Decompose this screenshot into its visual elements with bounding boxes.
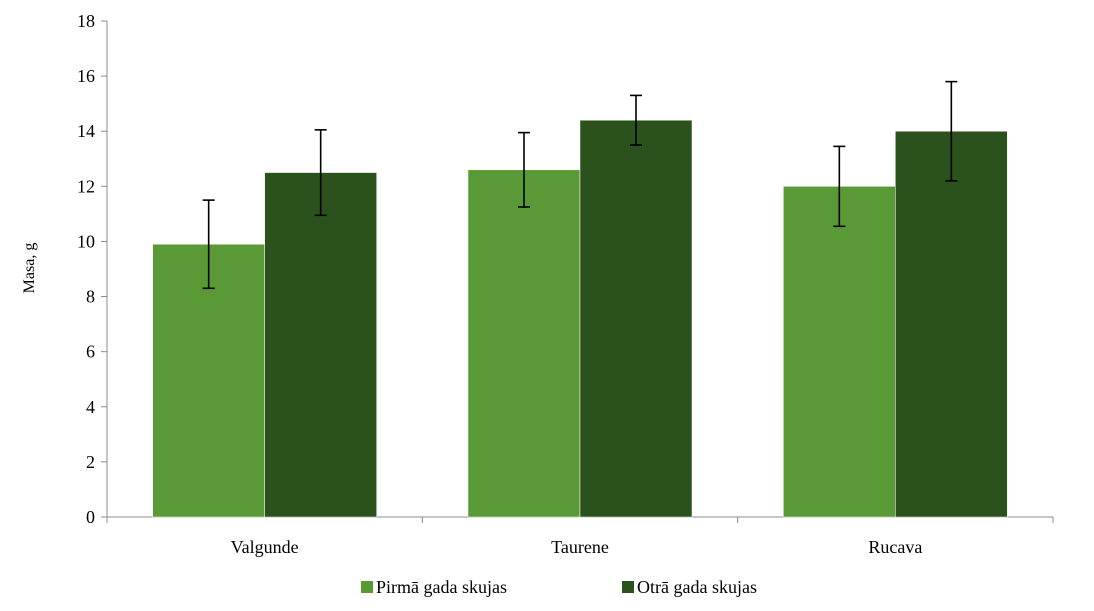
legend-swatch [622,581,634,593]
x-tick-label: Taurene [551,537,609,557]
y-tick-label: 0 [86,507,95,527]
y-tick-label: 4 [86,397,95,417]
y-tick-label: 10 [77,231,95,251]
y-tick-label: 12 [77,176,95,196]
y-tick-label: 14 [77,121,95,141]
y-tick-label: 8 [86,287,95,307]
error-bars [202,80,958,290]
legend-label: Otrā gada skujas [637,577,757,597]
bar [264,172,377,518]
bar [783,186,896,518]
bar [579,119,693,518]
legend-swatch [361,581,373,593]
legend-label: Pirmā gada skujas [376,577,507,597]
bar [467,169,581,518]
legend: Pirmā gada skujas Otrā gada skujas [361,577,757,597]
y-tick-label: 16 [77,66,95,86]
bars [152,119,1008,518]
y-tick-label: 2 [86,452,95,472]
y-axis-title: Masa, g [21,243,38,294]
y-tick-label: 6 [86,342,95,362]
bar [152,243,265,518]
x-tick-label: Valgunde [231,537,299,557]
y-axis: 0 2 4 6 8 10 12 14 16 18 [77,11,108,527]
x-tick-label: Rucava [868,537,922,557]
bar [895,130,1008,518]
y-tick-label: 18 [77,11,95,31]
x-axis: Valgunde Taurene Rucava [106,516,1054,557]
